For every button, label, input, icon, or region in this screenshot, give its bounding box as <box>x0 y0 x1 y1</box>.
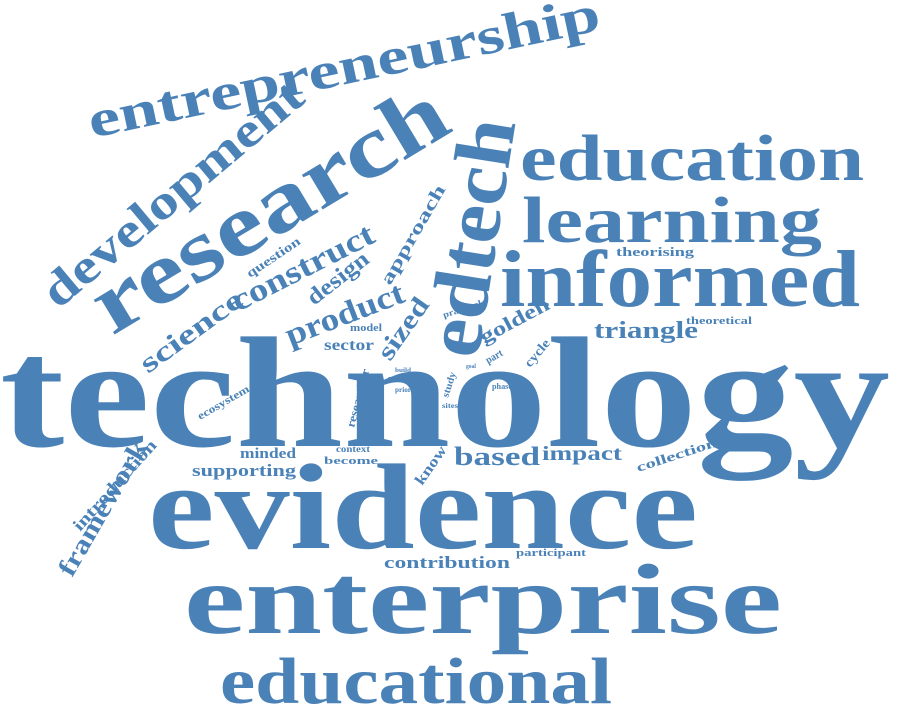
word-sector: sector <box>324 337 374 354</box>
word-evidence: evidence <box>148 440 698 575</box>
word-minded: minded <box>240 446 297 462</box>
word-informed: informed <box>500 236 860 324</box>
word-build: build <box>395 368 412 374</box>
word-learning: learning <box>522 184 822 257</box>
word-contribution: contribution <box>384 553 511 572</box>
word-prior: prior <box>395 386 411 394</box>
word-more: more <box>388 373 414 385</box>
word-become: become <box>324 455 378 467</box>
word-technology: technology <box>0 306 890 481</box>
word-enterprise: enterprise <box>184 544 782 655</box>
word-action: action <box>494 372 516 380</box>
word-phase: phase <box>492 382 512 391</box>
word-impact: impact <box>542 443 622 465</box>
word-supporting: supporting <box>192 461 297 480</box>
word-triangle: triangle <box>594 318 698 344</box>
word-model: model <box>350 323 382 334</box>
word-education: education <box>520 122 864 195</box>
word-tool: tool <box>456 346 468 352</box>
word-theorising: theorising <box>616 244 695 259</box>
word-goal: goal <box>466 364 476 370</box>
word-based: based <box>454 442 541 471</box>
word-sites: sites <box>442 402 458 410</box>
word-theoretical: theoretical <box>686 315 752 327</box>
word-educational: educational <box>220 645 612 708</box>
word-context: context <box>336 444 370 454</box>
word-participant: participant <box>516 547 586 559</box>
